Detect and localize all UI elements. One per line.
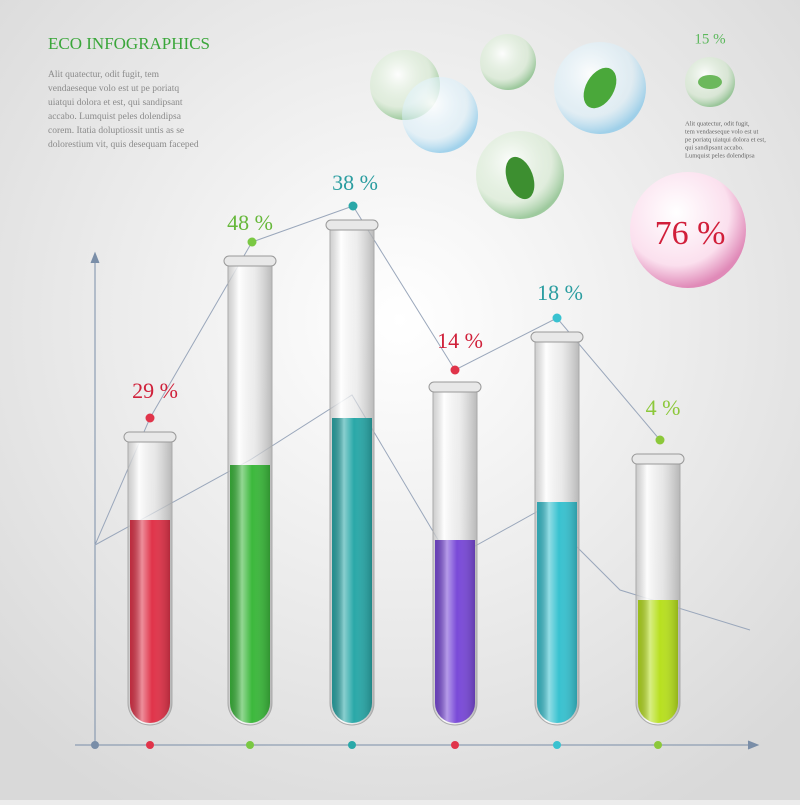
x-arrow [747, 740, 760, 750]
tube-shine [537, 502, 577, 723]
tube-shine [435, 540, 475, 723]
axis-dot [654, 741, 662, 749]
axis-dot [246, 741, 254, 749]
tube-label: 4 % [646, 395, 681, 420]
tube-rim [530, 331, 584, 343]
y-arrow [90, 251, 100, 264]
point-dot [450, 365, 460, 375]
small-line: Alit quatectur, odit fugit, [685, 120, 750, 127]
small-line: tem vendaeseque volo est ut [685, 128, 758, 135]
small-line: qui sandipsant accabo. [685, 144, 744, 151]
point-dot [655, 435, 665, 445]
bubbles [370, 34, 746, 288]
axis-dot [553, 741, 561, 749]
tube-rim [631, 453, 685, 465]
tube-rim [223, 255, 277, 267]
tube-rim [325, 219, 379, 231]
axis-dot [91, 741, 99, 749]
point-dot [348, 201, 358, 211]
point-dot [247, 237, 257, 247]
tube-shine [638, 600, 678, 723]
leaf [505, 156, 535, 200]
tube-label: 29 % [132, 378, 178, 403]
body-line: dolorestium vit, quis desequam faceped [48, 139, 199, 150]
tube-shine [230, 465, 270, 723]
bubble [402, 77, 478, 153]
tube-rim [428, 381, 482, 393]
body-line: Alit quatectur, odit fugit, tem [48, 69, 160, 80]
small-text: Alit quatectur, odit fugit, tem vendaese… [685, 120, 766, 159]
title: ECO INFOGRAPHICS [48, 34, 210, 53]
bubble [630, 172, 746, 288]
big-label: 76 % [655, 215, 726, 252]
leaf [698, 75, 722, 89]
tubes [91, 201, 685, 749]
point-dot [552, 313, 562, 323]
tube-shine [130, 520, 170, 723]
body-text: Alit quatectur, odit fugit, tem vendaese… [48, 69, 199, 150]
body-line: corem. Itatia doluptiossit untis as se [48, 126, 184, 136]
point-dot [145, 413, 155, 423]
leaf [583, 67, 617, 109]
tube-label: 38 % [332, 170, 378, 195]
tube-label: 18 % [537, 280, 583, 305]
bubble [480, 34, 536, 90]
axis-dot [348, 741, 356, 749]
small-label: 15 % [694, 31, 725, 47]
body-line: accabo. Lumquist peles dolendipsa [48, 112, 182, 122]
axis-dot [146, 741, 154, 749]
small-line: Lumquist peles dolendipsa [685, 152, 755, 159]
tube-rim [123, 431, 177, 443]
tube-label: 14 % [437, 328, 483, 353]
tube-labels: 29 % 48 % 38 % 14 % 18 % 4 % [132, 170, 680, 420]
tube-shine [332, 418, 372, 723]
axis-dot [451, 741, 459, 749]
body-line: uiatqui dolora et est, qui sandipsant [48, 98, 183, 108]
small-line: pe poriatq uiatqui dolora et est, [685, 136, 766, 143]
body-line: vendaeseque volo est ut pe poriatq [48, 84, 179, 94]
tube-label: 48 % [227, 210, 273, 235]
